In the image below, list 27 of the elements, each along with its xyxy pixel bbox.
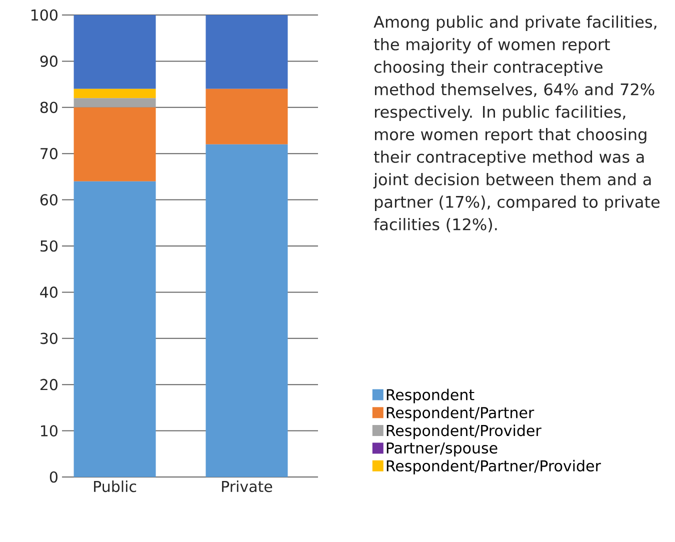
legend-label: Respondent/Provider — [386, 424, 542, 440]
bar — [74, 107, 156, 182]
legend-label: Partner/spouse — [386, 442, 498, 457]
bar — [74, 14, 156, 89]
y-tick-label: 20 — [40, 378, 58, 390]
legend-label: Respondent — [386, 388, 474, 404]
bar — [74, 98, 156, 108]
text: Among public and private facilities, the majority of women report choosing their contraceptive method themselves, 64% and 72% respectively. In public facilities, more women report that choosing their contraceptive method was a joint decision between them and a partner (17%), compared to private facilities (12%). — [373, 16, 660, 232]
y-tick-label: 30 — [40, 332, 58, 344]
y-tick-label: 60 — [40, 194, 58, 206]
y-tick-label: 10 — [41, 425, 58, 436]
y-tick-label: 40 — [40, 286, 58, 298]
legend-label: Respondent/Partner — [386, 406, 534, 422]
y-tick-label: 70 — [40, 148, 58, 160]
bar — [206, 14, 288, 89]
bar — [74, 181, 156, 477]
legend-label: Respondent/Partner/Provider — [386, 460, 601, 474]
x-tick-label: Private — [222, 480, 272, 492]
y-tick-label: 50 — [40, 240, 58, 252]
bar — [206, 144, 288, 477]
bar — [74, 88, 156, 98]
bar — [206, 88, 288, 144]
y-tick-label: 0 — [50, 471, 58, 483]
x-tick-label: Public — [94, 480, 136, 492]
y-tick-label: 90 — [40, 56, 58, 67]
y-tick-label: 100 — [31, 9, 58, 21]
y-tick-label: 80 — [40, 102, 58, 114]
